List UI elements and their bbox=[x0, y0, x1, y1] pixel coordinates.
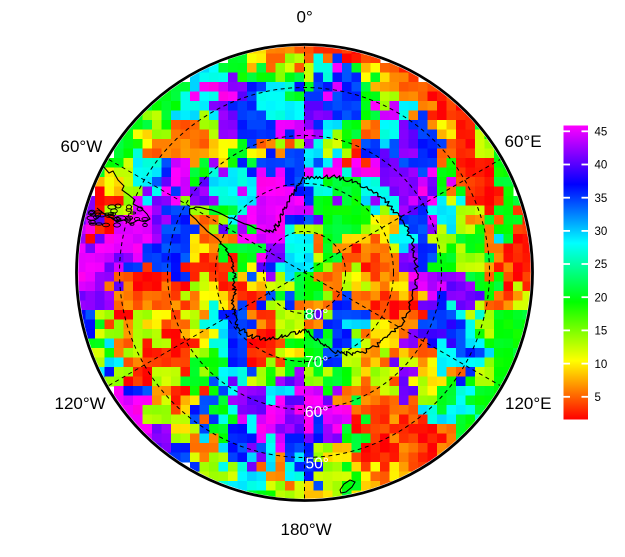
svg-text:120°W: 120°W bbox=[55, 394, 106, 413]
svg-text:70°: 70° bbox=[305, 354, 328, 371]
svg-text:60°W: 60°W bbox=[61, 137, 103, 156]
svg-text:15: 15 bbox=[595, 326, 608, 338]
svg-text:180°W: 180°W bbox=[281, 520, 332, 539]
svg-text:35: 35 bbox=[595, 193, 608, 205]
svg-text:10: 10 bbox=[595, 359, 608, 371]
svg-text:20: 20 bbox=[595, 292, 608, 304]
svg-text:60°E: 60°E bbox=[505, 132, 542, 151]
svg-text:5: 5 bbox=[595, 392, 601, 404]
svg-text:50°: 50° bbox=[306, 456, 329, 473]
svg-text:120°E: 120°E bbox=[505, 394, 552, 413]
svg-text:0°: 0° bbox=[297, 8, 313, 27]
svg-text:45: 45 bbox=[595, 127, 608, 139]
svg-text:80°: 80° bbox=[305, 307, 328, 324]
svg-text:30: 30 bbox=[595, 226, 608, 238]
svg-text:40: 40 bbox=[595, 160, 608, 172]
svg-text:25: 25 bbox=[595, 259, 608, 271]
svg-text:60°: 60° bbox=[305, 404, 328, 421]
